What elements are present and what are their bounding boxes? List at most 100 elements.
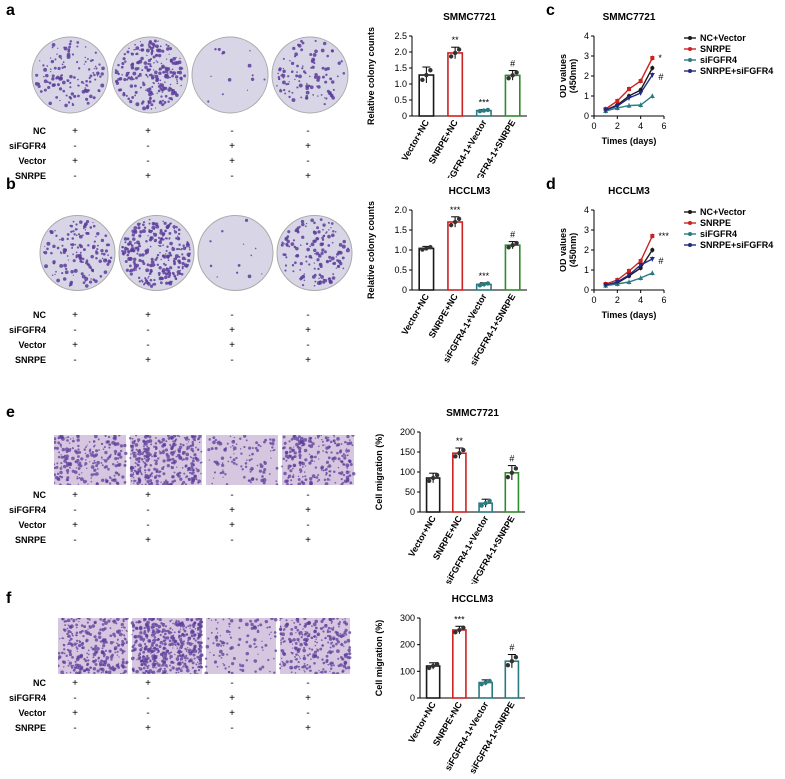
colony-dot — [288, 90, 291, 93]
cell-dot — [159, 667, 162, 671]
cell-dot — [66, 672, 68, 674]
cell-dot — [110, 658, 113, 661]
x-tick-label: Vector+NC — [400, 292, 432, 337]
colony-dot — [159, 230, 164, 235]
cell-dot — [149, 479, 153, 483]
y-tick-label: 4 — [584, 31, 589, 41]
cell-dot — [288, 454, 291, 458]
colony-dot — [149, 268, 153, 273]
colony-dot — [148, 272, 152, 276]
colony-dot — [130, 52, 134, 56]
colony-dot — [290, 242, 295, 246]
colony-dot — [151, 92, 154, 96]
cell-dot — [146, 637, 149, 639]
colony-dot — [99, 75, 102, 78]
cell-dot — [233, 453, 235, 455]
colony-dot — [82, 227, 85, 230]
cell-dot — [191, 630, 194, 633]
colony-dot — [94, 51, 97, 54]
cell-dot — [322, 444, 324, 447]
colony-dot — [143, 283, 145, 286]
cell-dot — [177, 643, 180, 646]
cell-dot — [95, 464, 99, 468]
cell-dot — [93, 468, 97, 472]
cell-dot — [195, 446, 197, 449]
cell-dot — [322, 668, 325, 671]
colony-dot — [300, 219, 305, 224]
cell-dot — [145, 464, 147, 466]
cell-dot — [314, 640, 317, 643]
cell-dot — [151, 455, 153, 458]
cell-dot — [184, 647, 187, 650]
cell-dot — [155, 666, 157, 669]
significance-mark: *** — [454, 614, 465, 624]
colony-dot — [86, 58, 89, 60]
cell-dot — [76, 655, 79, 658]
legend-label: NC+Vector — [700, 207, 746, 217]
cell-dot — [218, 654, 221, 657]
cell-dot — [295, 437, 300, 441]
cell-dot — [197, 669, 201, 672]
colony-dot — [178, 243, 181, 246]
colony-dot — [67, 48, 71, 51]
colony-dot — [85, 97, 89, 101]
colony-dot — [147, 235, 149, 237]
data-point — [485, 281, 491, 286]
colony-dot — [88, 274, 90, 276]
cell-dot — [101, 458, 103, 460]
cell-dot — [297, 665, 300, 668]
colony-dot — [50, 251, 53, 255]
data-point — [485, 107, 491, 113]
cell-dot — [264, 643, 268, 647]
cell-dot — [181, 667, 183, 669]
data-point — [514, 240, 519, 246]
colony-dot — [175, 93, 179, 97]
colony-dot — [177, 232, 181, 236]
cell-dot — [86, 617, 89, 620]
colony-dot — [281, 241, 284, 244]
colony-dot — [161, 90, 164, 93]
colony-dot — [244, 218, 249, 222]
colony-dot — [285, 237, 288, 240]
cell-dot — [161, 660, 163, 663]
cell-dot — [327, 641, 330, 644]
cell-dot — [229, 456, 232, 459]
colony-dot — [171, 68, 174, 71]
cell-dot — [146, 656, 150, 660]
cell-dot — [288, 440, 291, 443]
colony-dot — [165, 47, 170, 51]
cell-dot — [269, 670, 271, 673]
cell-dot — [123, 481, 127, 484]
cell-dot — [232, 458, 236, 462]
cell-dot — [153, 649, 156, 652]
cell-dot — [313, 650, 318, 654]
colony-dot — [314, 39, 317, 43]
cell-dot — [170, 437, 174, 440]
cell-dot — [210, 619, 213, 621]
colony-dot — [309, 256, 312, 259]
colony-dot — [177, 228, 181, 232]
colony-dot — [152, 69, 155, 71]
cell-dot — [314, 466, 318, 469]
cell-dot — [280, 643, 282, 645]
cell-dot — [172, 647, 174, 649]
x-tick-label: SNRPE+NC — [427, 292, 461, 340]
colony-dot — [217, 47, 221, 51]
condition-row-label: Vector — [18, 156, 46, 166]
data-point — [506, 76, 511, 81]
cell-dot — [105, 478, 107, 480]
cell-dot — [262, 649, 264, 651]
cell-dot — [63, 459, 67, 463]
cell-dot — [279, 628, 282, 631]
cell-dot — [326, 452, 328, 454]
cell-dot — [102, 660, 106, 664]
cell-dot — [75, 623, 78, 627]
cell-dot — [159, 633, 162, 637]
chart-title: SMMC7721 — [443, 12, 496, 23]
cell-dot — [135, 639, 138, 643]
cell-dot — [283, 441, 287, 445]
colony-dot — [80, 272, 84, 276]
cell-dot — [85, 667, 89, 672]
cell-dot — [291, 643, 294, 645]
